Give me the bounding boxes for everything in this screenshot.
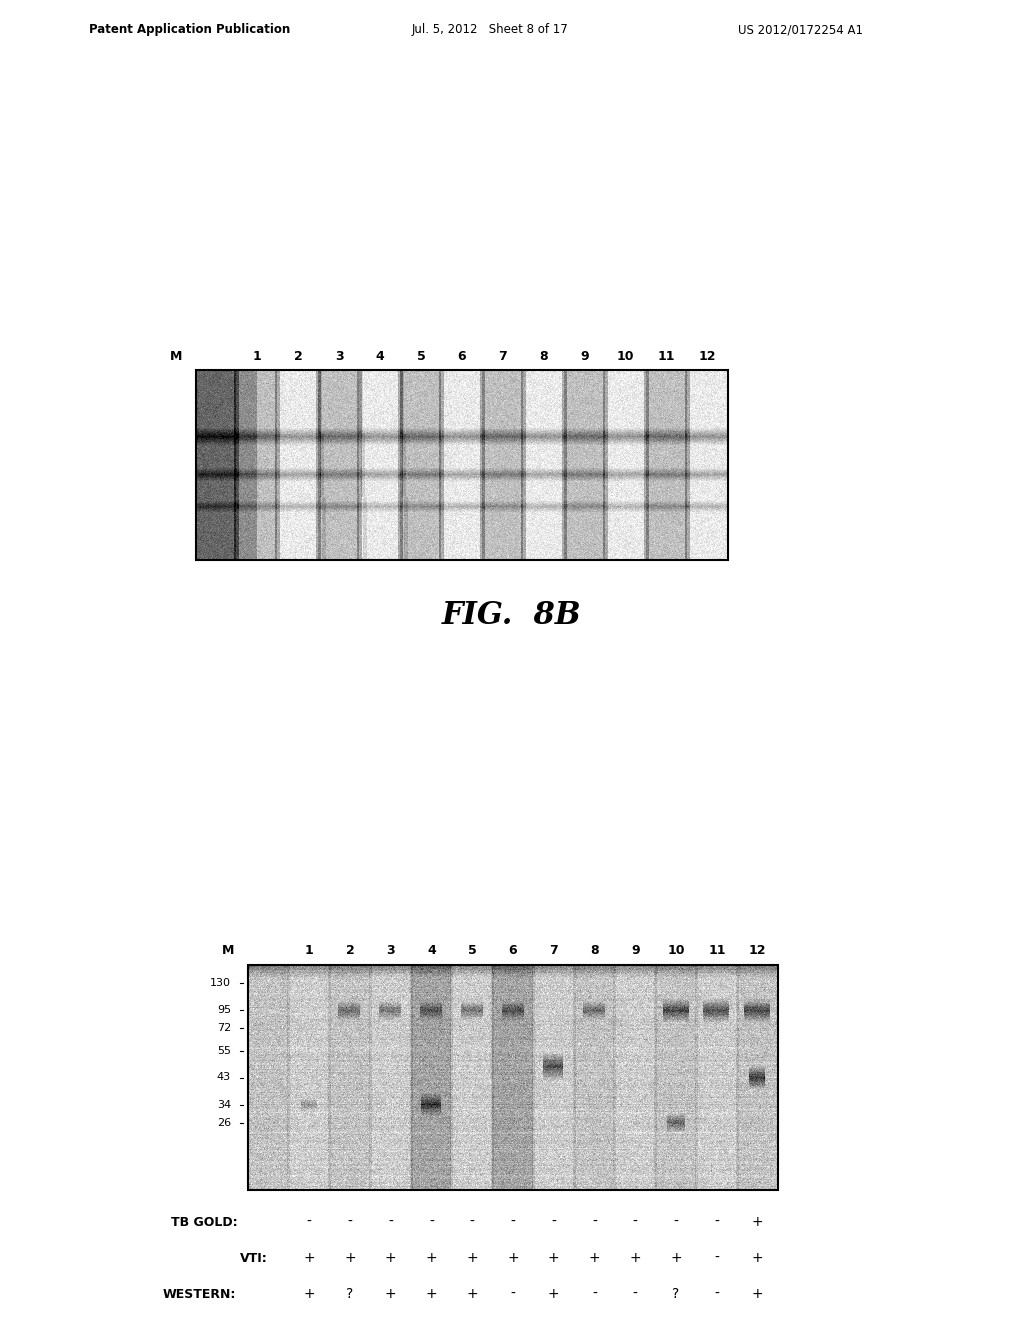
Text: WESTERN:: WESTERN: (163, 1287, 236, 1300)
Text: 10: 10 (668, 945, 685, 957)
Text: 8: 8 (590, 945, 599, 957)
Text: 2: 2 (345, 945, 354, 957)
Text: 26: 26 (217, 1118, 231, 1127)
Bar (196, 370, 728, 560)
Text: +: + (548, 1251, 559, 1265)
Text: TB GOLD:: TB GOLD: (171, 1216, 238, 1229)
Bar (248, 965, 778, 1191)
Text: +: + (630, 1251, 641, 1265)
Text: VTI:: VTI: (241, 1251, 268, 1265)
Text: 5: 5 (417, 350, 425, 363)
Text: M: M (170, 350, 182, 363)
Text: -: - (592, 1214, 597, 1229)
Text: 2: 2 (294, 350, 303, 363)
Text: +: + (426, 1287, 437, 1302)
Text: 72: 72 (217, 1023, 231, 1034)
Text: -: - (388, 1214, 393, 1229)
Text: -: - (674, 1214, 679, 1229)
Text: -: - (592, 1287, 597, 1302)
Text: Patent Application Publication: Patent Application Publication (89, 24, 291, 37)
Text: +: + (466, 1287, 478, 1302)
Text: -: - (633, 1214, 638, 1229)
Text: +: + (548, 1287, 559, 1302)
Text: +: + (671, 1251, 682, 1265)
Text: -: - (347, 1214, 352, 1229)
Text: +: + (466, 1251, 478, 1265)
Text: -: - (511, 1214, 515, 1229)
Text: -: - (470, 1214, 475, 1229)
Text: 3: 3 (335, 350, 343, 363)
Text: 1: 1 (305, 945, 313, 957)
Text: 7: 7 (499, 350, 507, 363)
Text: 1: 1 (253, 350, 262, 363)
Text: -: - (551, 1214, 556, 1229)
Text: +: + (426, 1251, 437, 1265)
Text: 5: 5 (468, 945, 476, 957)
Text: 130: 130 (210, 978, 231, 987)
Text: -: - (511, 1287, 515, 1302)
Text: -: - (715, 1287, 719, 1302)
Text: 11: 11 (657, 350, 676, 363)
Text: 9: 9 (581, 350, 589, 363)
Text: +: + (752, 1251, 764, 1265)
Text: -: - (715, 1251, 719, 1265)
Text: -: - (307, 1214, 311, 1229)
Text: ?: ? (673, 1287, 680, 1302)
Text: ?: ? (346, 1287, 353, 1302)
Text: 7: 7 (550, 945, 558, 957)
Text: 4: 4 (427, 945, 436, 957)
Text: US 2012/0172254 A1: US 2012/0172254 A1 (737, 24, 862, 37)
Text: +: + (303, 1287, 315, 1302)
Text: 95: 95 (217, 1005, 231, 1015)
Text: 6: 6 (458, 350, 466, 363)
Text: 43: 43 (217, 1072, 231, 1082)
Text: 9: 9 (631, 945, 640, 957)
Text: 6: 6 (509, 945, 517, 957)
Text: FIG.  8B: FIG. 8B (442, 599, 582, 631)
Text: -: - (429, 1214, 434, 1229)
Text: M: M (222, 945, 234, 957)
Text: +: + (589, 1251, 600, 1265)
Text: 12: 12 (749, 945, 766, 957)
Text: +: + (752, 1214, 764, 1229)
Text: +: + (385, 1287, 396, 1302)
Text: +: + (385, 1251, 396, 1265)
Text: 3: 3 (386, 945, 395, 957)
Text: 34: 34 (217, 1100, 231, 1110)
Text: 55: 55 (217, 1045, 231, 1056)
Text: +: + (752, 1287, 764, 1302)
Text: 12: 12 (698, 350, 717, 363)
Text: 4: 4 (376, 350, 385, 363)
Text: +: + (303, 1251, 315, 1265)
Text: Jul. 5, 2012   Sheet 8 of 17: Jul. 5, 2012 Sheet 8 of 17 (412, 24, 568, 37)
Text: 10: 10 (616, 350, 635, 363)
Text: +: + (344, 1251, 355, 1265)
Text: 11: 11 (709, 945, 726, 957)
Text: 8: 8 (540, 350, 548, 363)
Text: +: + (507, 1251, 519, 1265)
Text: -: - (633, 1287, 638, 1302)
Text: -: - (715, 1214, 719, 1229)
